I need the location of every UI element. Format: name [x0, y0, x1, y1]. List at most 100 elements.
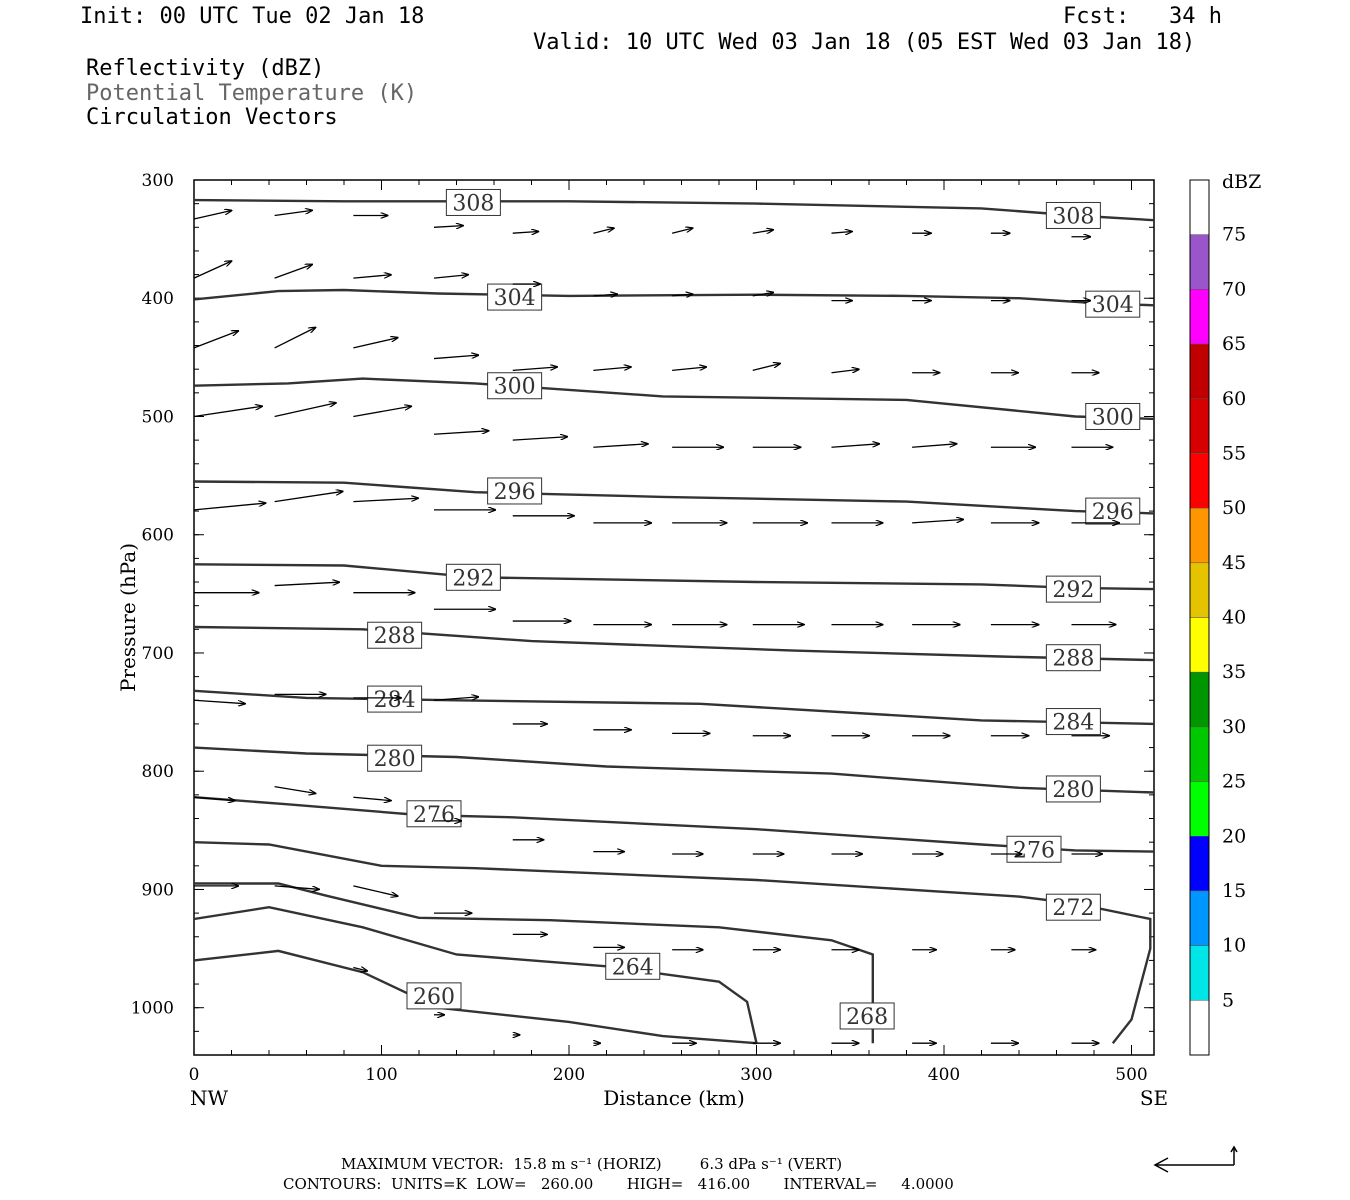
circulation-vector [593, 228, 613, 234]
contour-label-box [445, 563, 501, 591]
contour-label: 276 [413, 803, 455, 828]
circulation-vector [193, 796, 235, 800]
contour-label-box [367, 621, 423, 649]
colorbar-tick-label: 55 [1222, 442, 1246, 464]
circulation-vector [433, 431, 488, 435]
y-tick-label: 700 [142, 644, 174, 664]
contour-label-box [1006, 835, 1062, 863]
circulation-vector [353, 406, 411, 418]
colorbar-title: dBZ [1222, 171, 1261, 193]
circulation-vector [353, 275, 390, 279]
contour-label: 276 [1013, 838, 1055, 863]
field-vectors: Circulation Vectors [86, 105, 338, 130]
contour-label: 300 [494, 375, 536, 400]
contour-label-box [487, 477, 543, 505]
contour-308 [193, 198, 1155, 222]
contour-label: 260 [413, 985, 455, 1010]
contour-284 [193, 689, 1155, 726]
contour-label: 304 [1092, 293, 1134, 318]
y-tick-label: 300 [142, 171, 174, 191]
field-reflectivity: Reflectivity (dBZ) [86, 56, 325, 81]
contour-288 [193, 625, 1155, 662]
colorbar-segment [1189, 726, 1210, 782]
contour-label: 264 [612, 955, 654, 980]
circulation-vector [512, 232, 539, 234]
circulation-vector [593, 444, 647, 448]
colorbar-tick-label: 5 [1222, 989, 1234, 1011]
colorbar-tick-label: 35 [1222, 661, 1246, 683]
contour-info: CONTOURS: UNITS=K LOW= 260.00 HIGH= 416.… [283, 1175, 954, 1193]
circulation-vector [274, 328, 316, 349]
contour-300 [193, 377, 1155, 421]
contour-label: 308 [1052, 204, 1094, 229]
colorbar-tick-label: 75 [1222, 224, 1246, 246]
contour-label-box [487, 283, 543, 311]
x-tick-label: 500 [1115, 1065, 1147, 1085]
contour-label: 304 [494, 286, 536, 311]
plot-frame [193, 179, 1155, 1056]
circulation-vector [752, 364, 780, 372]
circulation-vector [193, 503, 265, 511]
circulation-vector [274, 785, 316, 794]
circulation-vector [831, 232, 852, 234]
circulation-vector [353, 885, 397, 896]
contour-label: 292 [452, 566, 494, 591]
circulation-vector [274, 403, 336, 418]
contour-label-box [1045, 893, 1101, 921]
contour-label-box [445, 188, 501, 216]
x-end-label-nw: NW [190, 1086, 229, 1110]
circulation-vector [593, 367, 630, 372]
contour-label: 272 [1052, 896, 1094, 921]
colorbar-tick-label: 45 [1222, 552, 1246, 574]
y-tick-label: 1000 [131, 999, 174, 1019]
colorbar-segment [1189, 1000, 1210, 1056]
circulation-vector [752, 230, 773, 233]
colorbar-segment [1189, 343, 1210, 399]
colorbar-tick-label: 10 [1222, 935, 1246, 957]
x-end-label-se: SE [1140, 1086, 1168, 1110]
contour-304 [193, 288, 1155, 307]
circulation-vector [353, 968, 367, 971]
contour-label: 300 [1092, 405, 1134, 430]
contour-label-box [1045, 775, 1101, 803]
circulation-vector [912, 520, 963, 524]
y-tick-label: 400 [142, 289, 174, 309]
circulation-vector [672, 294, 692, 296]
colorbar-segment [1189, 234, 1210, 290]
colorbar-tick-label: 20 [1222, 825, 1246, 847]
circulation-vector [672, 367, 706, 372]
circulation-vector [831, 369, 859, 374]
circulation-vector [512, 437, 567, 441]
contour-label-box [839, 1002, 895, 1030]
contour-label: 280 [1052, 778, 1094, 803]
contour-264 [193, 905, 758, 1044]
colorbar-segment [1189, 562, 1210, 618]
init-time: Init: 00 UTC Tue 02 Jan 18 [80, 4, 425, 29]
circulation-vector [193, 261, 231, 279]
circulation-vector [274, 582, 340, 587]
colorbar-segment [1189, 289, 1210, 345]
circulation-vector [752, 292, 773, 295]
contour-label-box [1085, 290, 1141, 318]
circulation-vector [433, 697, 478, 701]
field-theta: Potential Temperature (K) [86, 81, 418, 106]
y-axis-label: Pressure (hPa) [116, 543, 140, 692]
y-tick-label: 600 [142, 526, 174, 546]
circulation-vector [512, 367, 557, 372]
colorbar-segment [1189, 398, 1210, 454]
x-tick-label: 0 [189, 1065, 200, 1085]
circulation-vector [433, 275, 468, 279]
colorbar-tick-label: 65 [1222, 333, 1246, 355]
colorbar-tick-label: 40 [1222, 607, 1246, 629]
contour-label: 288 [374, 624, 416, 649]
colorbar-segment [1189, 453, 1210, 509]
contour-label-box [367, 744, 423, 772]
x-tick-label: 400 [928, 1065, 960, 1085]
reference-vector [1155, 1147, 1235, 1166]
contour-label-box [406, 982, 462, 1010]
circulation-vector [593, 294, 617, 296]
circulation-vector [274, 210, 312, 217]
contour-label-box [1045, 644, 1101, 672]
circulation-vector [353, 338, 397, 349]
contour-label-box [1045, 201, 1101, 229]
